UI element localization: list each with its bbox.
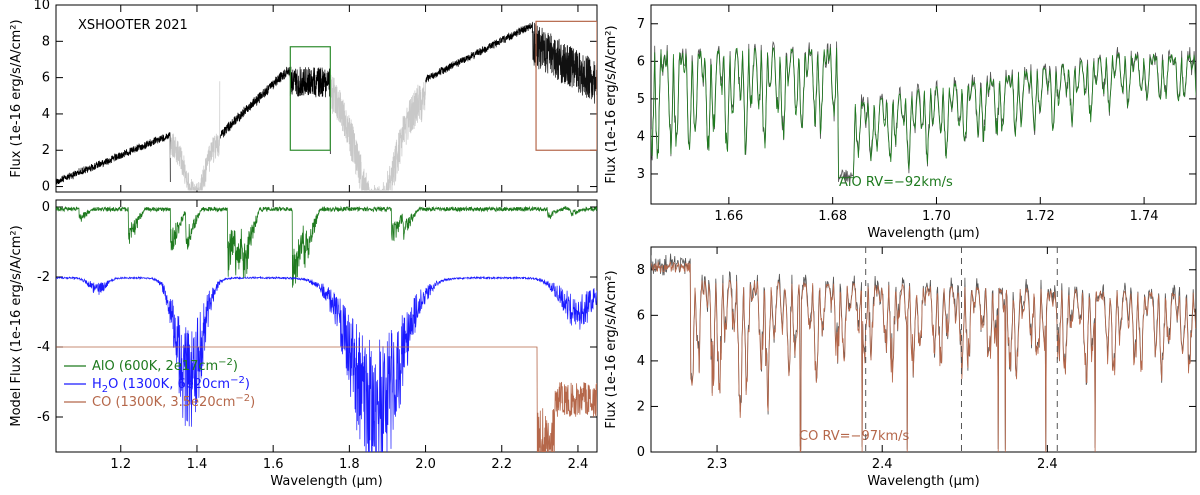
y-tick-label: 5 <box>637 92 645 107</box>
legend-text: AlO (600K, 2e17cm <box>92 359 218 374</box>
x-tick-label: 1.68 <box>818 209 847 224</box>
x-tick-label: 1.2 <box>110 457 131 472</box>
x-tick-label: 2.0 <box>415 457 436 472</box>
y-tick-label: -2 <box>37 270 50 285</box>
spectrum-line <box>531 21 597 104</box>
chart-title: XSHOOTER 2021 <box>78 18 188 33</box>
x-tick-label: 2.4 <box>568 457 589 472</box>
y-tick-label: 0 <box>637 445 645 460</box>
spectrum-line <box>289 66 331 155</box>
axes-2: 1.66 1.68 1.70 1.72 1.74 3 4 5 6 7 Wavelength (µm)… <box>604 4 1197 241</box>
x-tick-label: 1.74 <box>1130 209 1159 224</box>
legend-sup: −2 <box>218 357 233 368</box>
y-tick-label: 2 <box>42 143 50 158</box>
legend-label-co: CO (1300K, 3.5e20cm−2) <box>92 393 255 410</box>
y-tick-label: 6 <box>637 54 645 69</box>
x-axis-label-left: Wavelength (µm) <box>270 474 382 489</box>
x-tick-label: 1.6 <box>263 457 284 472</box>
plot-frame <box>650 246 1197 453</box>
y-tick-label: 0 <box>42 200 50 215</box>
y-tick-label: 3 <box>637 167 645 182</box>
spectrum-0 <box>56 20 597 192</box>
model-spectra <box>56 205 597 452</box>
spectrum-line <box>219 66 291 139</box>
legend-label-alo: AlO (600K, 2e17cm−2) <box>92 357 238 374</box>
spectrum-line <box>329 74 426 191</box>
x-tick-label: 1.4 <box>187 457 208 472</box>
y-tick-label: 8 <box>42 34 50 49</box>
y-tick-label: -6 <box>37 410 50 425</box>
alo-rv-annotation: AlO RV=−92km/s <box>839 175 953 190</box>
co-model-line-zoom <box>651 261 1196 452</box>
legend-tail: ) <box>250 395 255 410</box>
legend-label-h2o: H2O (1300K, 6e20cm−2) <box>92 375 250 395</box>
y-tick-label: 6 <box>42 71 50 86</box>
alo-zoom-box <box>289 46 331 151</box>
axes-1: 1.2 1.4 1.6 1.8 2.0 2.2 2.4 0 -2 -4 -6 Wavelength (… <box>9 199 598 489</box>
y-axis-label: Flux (1e-16 erg/s/A/cm²) <box>9 19 24 177</box>
spectrum-line <box>56 131 171 185</box>
alo-model-line <box>56 205 597 288</box>
x-tick-label: 2.3 <box>707 457 728 472</box>
x-tick-label: 2.2 <box>491 457 512 472</box>
x-axis-label-co: Wavelength (µm) <box>867 474 979 489</box>
co-observed-line <box>651 253 1196 450</box>
legend-text: O (1300K, 6e20cm <box>108 377 230 392</box>
alo-zoom-spectra <box>651 41 1196 183</box>
co-zoom-spectra <box>651 247 1196 452</box>
spectrum-line <box>169 81 221 192</box>
co-rv-annotation: CO RV=−97km/s <box>799 429 910 444</box>
plot-frame <box>650 4 1197 205</box>
legend-text: H <box>92 377 102 392</box>
y-tick-label: 10 <box>33 0 50 13</box>
legend: AlO (600K, 2e17cm−2)H2O (1300K, 6e20cm−2… <box>64 357 255 410</box>
y-tick-label: -4 <box>37 340 50 355</box>
axes-0: 0 2 4 6 8 10 Flux (1e-16 erg/s/A/cm²) XSHOOTER … <box>9 0 598 195</box>
y-tick-label: 6 <box>637 308 645 323</box>
x-tick-label: 1.8 <box>339 457 360 472</box>
x-tick-label: 2.4 <box>1037 457 1058 472</box>
y-axis-label: Model Flux (1e-16 erg/s/A/cm²) <box>9 225 24 426</box>
co-model-line <box>56 346 597 452</box>
legend-sub: 2 <box>102 384 108 395</box>
axes-3: 2.3 2.4 2.4 0 2 4 6 8 Wavelength (µm) Flux (1e-16… <box>604 246 1197 489</box>
y-tick-label: 4 <box>42 107 50 122</box>
legend-sup: −2 <box>235 393 250 404</box>
y-tick-label: 0 <box>42 180 50 195</box>
co-zoom-box <box>535 20 597 151</box>
x-tick-label: 1.70 <box>922 209 951 224</box>
y-tick-label: 8 <box>637 263 645 278</box>
x-tick-label: 1.72 <box>1026 209 1055 224</box>
y-axis-label: Flux (1e-16 erg/s/A/cm²) <box>604 25 619 183</box>
y-tick-label: 4 <box>637 129 645 144</box>
legend-tail: ) <box>233 359 238 374</box>
x-tick-label: 2.4 <box>872 457 893 472</box>
alo-model-line-zoom <box>651 47 1196 179</box>
x-axis-label-alo: Wavelength (µm) <box>867 226 979 241</box>
y-tick-label: 4 <box>637 354 645 369</box>
x-tick-label: 1.66 <box>714 209 743 224</box>
plot-frame <box>55 199 598 453</box>
h2o-model-line <box>56 275 597 452</box>
y-axis-label: Flux (1e-16 erg/s/A/cm²) <box>604 270 619 428</box>
y-tick-label: 2 <box>637 399 645 414</box>
spectrum-line <box>425 22 533 84</box>
legend-tail: ) <box>245 377 250 392</box>
legend-sup: −2 <box>230 375 245 386</box>
y-tick-label: 7 <box>637 17 645 32</box>
legend-text: CO (1300K, 3.5e20cm <box>92 395 235 410</box>
